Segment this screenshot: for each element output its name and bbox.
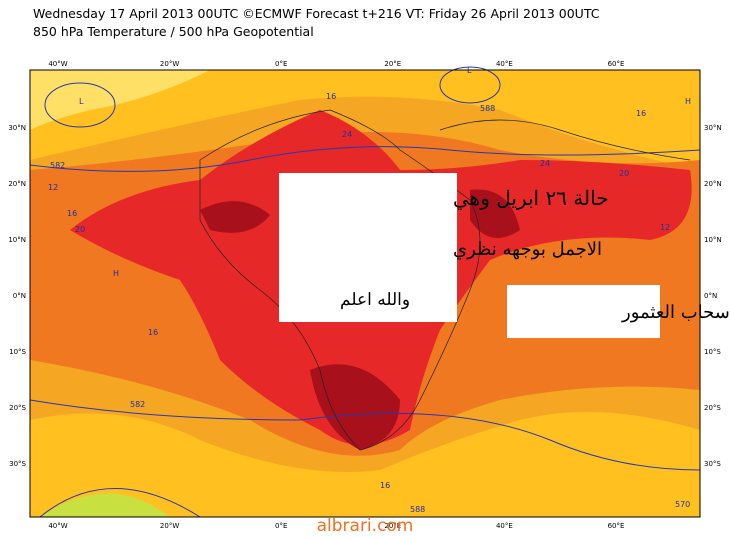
annotation-line: والله اعلم xyxy=(340,290,410,310)
contour-label: L xyxy=(79,97,84,106)
lon-label: 0°E xyxy=(275,522,287,530)
contour-label: 570 xyxy=(675,500,690,509)
contour-label: 16 xyxy=(148,328,158,337)
contour-label: 24 xyxy=(342,130,352,139)
lon-label: 60°E xyxy=(608,60,625,68)
lat-label: 0°N xyxy=(704,292,717,300)
yellow-south xyxy=(30,412,700,517)
cool-north xyxy=(30,70,210,130)
graticule-labels: 40°W 40°W 20°W 20°W 0°E 0°E 20°E 20°E 40°E 40°E 60… xyxy=(8,60,721,530)
yellow-north xyxy=(30,70,700,170)
lat-label: 10°N xyxy=(8,236,26,244)
lon-label: 20°E xyxy=(384,522,401,530)
lon-label: 40°W xyxy=(48,522,67,530)
annotation-line: سحاب العثمور xyxy=(621,302,730,323)
contour-label: L xyxy=(467,66,472,75)
annotation-line: الاجمل بوجهه نظري xyxy=(453,239,602,260)
geopotential-contours xyxy=(29,66,701,518)
contour-label: 582 xyxy=(50,161,65,170)
lat-label: 10°N xyxy=(704,236,722,244)
title-line-1: Wednesday 17 April 2013 00UTC ©ECMWF For… xyxy=(33,6,600,21)
contour-label: 24 xyxy=(540,159,550,168)
lon-label: 40°E xyxy=(496,522,513,530)
title-line-2: 850 hPa Temperature / 500 hPa Geopotenti… xyxy=(33,24,314,39)
watermark: albrari.com xyxy=(317,516,414,536)
lat-label: 0°N xyxy=(13,292,26,300)
lat-label: 20°N xyxy=(704,180,722,188)
contour-label: 582 xyxy=(130,400,145,409)
contour-label: 16 xyxy=(636,109,646,118)
lat-label: 20°S xyxy=(704,404,721,412)
lat-label: 30°N xyxy=(704,124,722,132)
annotation-box xyxy=(507,285,660,338)
green-south xyxy=(40,493,170,517)
lon-label: 20°W xyxy=(160,522,179,530)
annotation-line: حالة ٢٦ ابريل وهي xyxy=(453,186,609,210)
annotation-box-2: سحاب العثمور xyxy=(507,285,730,338)
contour-label: 16 xyxy=(326,92,336,101)
annotation-box xyxy=(279,173,457,322)
lat-label: 20°N xyxy=(8,180,26,188)
lon-label: 40°E xyxy=(496,60,513,68)
contour-label: H xyxy=(113,269,119,278)
annotation-box-1: حالة ٢٦ ابريل وهي الاجمل بوجهه نظري والل… xyxy=(279,173,609,322)
lat-label: 20°S xyxy=(9,404,26,412)
lat-label: 30°S xyxy=(704,460,721,468)
lat-label: 10°S xyxy=(704,348,721,356)
contour-label: H xyxy=(685,97,691,106)
contour-label: 588 xyxy=(480,104,495,113)
lat-label: 30°N xyxy=(8,124,26,132)
contour-label: 588 xyxy=(410,505,425,514)
lon-label: 0°E xyxy=(275,60,287,68)
contour-label: 20 xyxy=(75,225,85,234)
contour-label: 16 xyxy=(67,209,77,218)
dark-red-core xyxy=(200,189,520,450)
contour-label: 12 xyxy=(48,183,58,192)
lon-label: 60°E xyxy=(608,522,625,530)
contour-label: 12 xyxy=(660,223,670,232)
contour-label: 20 xyxy=(619,169,629,178)
lat-label: 10°S xyxy=(9,348,26,356)
contour-labels: 16 24 588 582 12 16 20 24 20 16 12 582 16 588 570 16 L L H… xyxy=(48,66,691,514)
lon-label: 40°W xyxy=(48,60,67,68)
lon-label: 20°W xyxy=(160,60,179,68)
lat-label: 30°S xyxy=(9,460,26,468)
map-frame xyxy=(29,69,701,518)
lon-label: 20°E xyxy=(384,60,401,68)
contour-label: 16 xyxy=(380,481,390,490)
